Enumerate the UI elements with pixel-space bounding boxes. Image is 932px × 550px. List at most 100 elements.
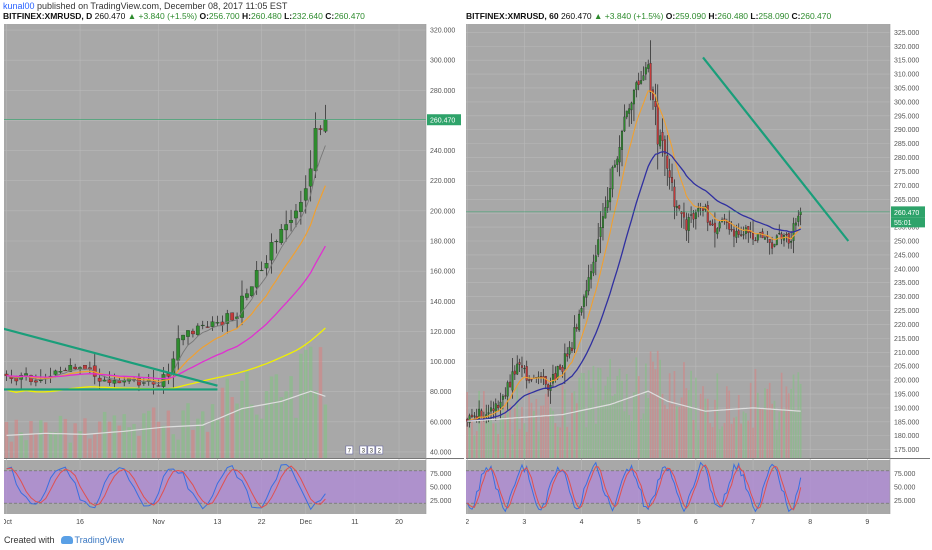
volume-bar [122,414,126,458]
candle-body [728,221,731,230]
candle-body [156,385,161,387]
volume-bar [787,393,790,458]
osc-tick-label: 50.000 [430,485,452,492]
volume-bar [666,409,669,458]
candle-body [294,210,298,219]
countdown-tag-bg [891,217,925,228]
volume-bar [535,399,538,458]
left-open-label: O: [199,11,209,21]
volume-bar [48,431,53,458]
candle-body [611,167,614,190]
volume-bar [721,426,723,458]
volume-bar [530,402,533,458]
y-tick-label: 180.000 [894,433,919,440]
volume-bar [210,404,215,458]
candle-body [687,217,690,231]
y-tick-label: 315.000 [894,58,919,65]
volume-bar [225,378,229,458]
x-tick-label: 20 [395,519,403,526]
volume-bar [313,391,318,458]
volume-bar [587,370,590,458]
volume-bar [196,418,200,458]
volume-bar [176,439,180,458]
volume-bar [547,381,550,458]
candle-body [671,177,674,183]
volume-bar [549,407,552,458]
candle-body [225,313,230,324]
candle-body [102,379,107,382]
candle-body [606,200,609,208]
volume-bar [4,421,9,458]
x-tick-label: 7 [751,519,755,526]
trendline [4,327,218,387]
candle-body [525,366,528,381]
volume-bar [673,371,676,458]
candle-body [797,215,800,222]
volume-bar [181,410,185,458]
hourly-chart[interactable]: 175.000 180.000 185.000 190.000 195.000 200.0… [466,24,930,530]
right-low-label: L: [748,11,759,21]
right-change: ▲ +3.840 (+1.5%) [594,11,666,21]
candle-body [654,101,657,107]
candle-body [747,226,750,233]
candle-body [501,395,504,400]
y-tick-label: 100.000 [430,359,455,366]
volume-bar [294,417,298,458]
candle-body [470,414,473,418]
volume-bar [785,386,788,458]
volume-bar [602,400,604,458]
volume-bar [776,429,778,458]
x-tick-label: 11 [351,519,358,526]
volume-bar [186,403,190,458]
candle-body [249,286,254,296]
candle-body [186,330,190,337]
volume-bar [259,418,264,458]
y-tick-label: 325.000 [894,30,919,37]
author-link[interactable]: kunal00 [3,1,35,11]
volume-bar [318,347,323,458]
volume-bar [63,418,68,458]
y-tick-label: 195.000 [894,392,919,399]
candle-body [744,227,747,234]
volume-bar [499,417,502,458]
volume-bar [107,421,112,458]
left-high-label: H: [239,11,251,21]
x-tick-label: 16 [76,519,84,526]
y-tick-label: 310.000 [894,72,919,79]
volume-bar [795,410,797,458]
volume-bar [132,423,136,458]
candle-body [587,277,590,292]
x-tick-label: 9 [865,519,869,526]
volume-bar [299,353,303,458]
y-tick-label: 240.000 [894,266,919,273]
volume-bar [692,420,695,458]
volume-bar [740,423,742,458]
left-chart-title: BITFINEX:XMRUSD, D 260.470 ▲ +3.840 (+1.… [3,11,365,21]
y-tick-label: 285.000 [894,141,919,148]
last-price-tag-bg [891,206,925,218]
tradingview-link[interactable]: TradingView [74,535,125,545]
volume-bar [142,413,146,458]
volume-bar [490,416,492,458]
volume-bar [554,423,557,458]
volume-bar [761,408,764,458]
candle-body [668,170,671,178]
y-tick-label: 60.000 [430,419,452,426]
volume-bar [702,386,704,458]
volume-bar [556,426,559,458]
daily-chart[interactable]: 40.000 60.000 80.000 100.000 120.000 140.000 1… [4,24,464,530]
candle-body [323,119,328,132]
x-tick-label: 8 [808,519,812,526]
volume-bar [573,391,576,458]
candle-body [778,233,781,235]
volume-bar [559,427,561,458]
footer: Created with TradingView [4,535,124,545]
volume-bar [156,421,161,458]
candle-body [480,410,483,417]
volume-bar [609,358,611,458]
volume-bar [745,413,747,458]
volume-bar [43,422,48,458]
volume-bar [695,377,697,458]
candle-body [640,80,643,84]
candle-body [575,327,578,329]
